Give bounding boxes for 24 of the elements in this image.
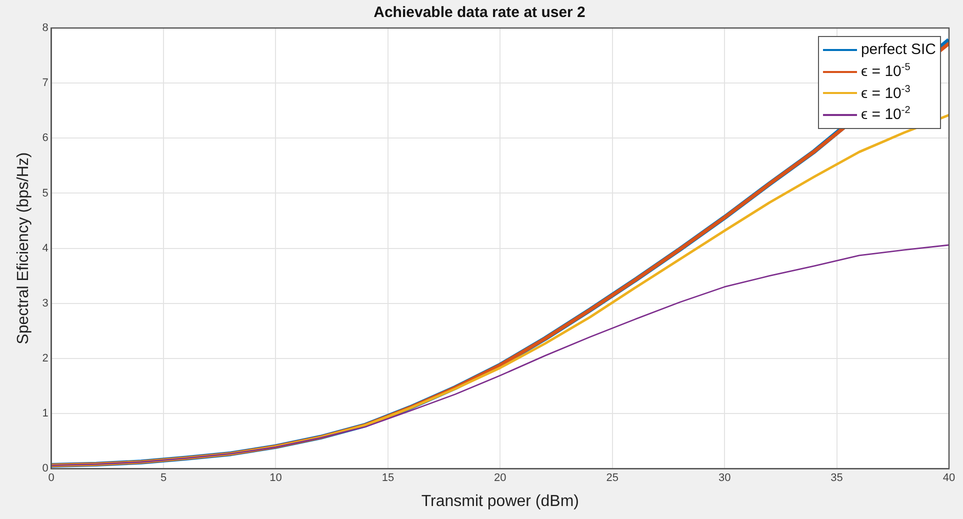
legend-label: perfect SIC xyxy=(860,40,936,60)
x-axis-title: Transmit power (dBm) xyxy=(421,492,579,510)
y-tick-label: 5 xyxy=(42,187,48,200)
legend-label: ϵ = 10$^{-5}$ xyxy=(860,60,910,82)
x-tick-label: 35 xyxy=(830,472,843,484)
legend-label: ϵ = 10$^{-2}$ xyxy=(860,104,910,126)
x-tick-label: 40 xyxy=(942,472,956,484)
x-tick-label: 15 xyxy=(382,472,394,484)
x-tick-label: 10 xyxy=(270,472,282,484)
y-tick-label: 4 xyxy=(42,242,48,254)
y-tick-label: 2 xyxy=(42,352,48,364)
x-tick-label: 20 xyxy=(494,472,506,484)
x-tick-label: 25 xyxy=(606,472,618,484)
y-tick-label: 6 xyxy=(42,132,48,144)
y-axis-title: Spectral Eficiency (bps/Hz) xyxy=(15,152,32,344)
y-tick-label: 7 xyxy=(42,77,48,90)
y-tick-label: 0 xyxy=(42,462,48,475)
x-tick-label: 30 xyxy=(718,472,731,484)
y-tick-label: 8 xyxy=(42,22,48,34)
legend-label: ϵ = 10$^{-3}$ xyxy=(860,82,910,104)
y-tick-label: 1 xyxy=(42,408,48,420)
chart-title: Achievable data rate at user 2 xyxy=(374,4,586,22)
x-tick-label: 5 xyxy=(160,472,167,484)
y-tick-label: 3 xyxy=(42,297,48,310)
